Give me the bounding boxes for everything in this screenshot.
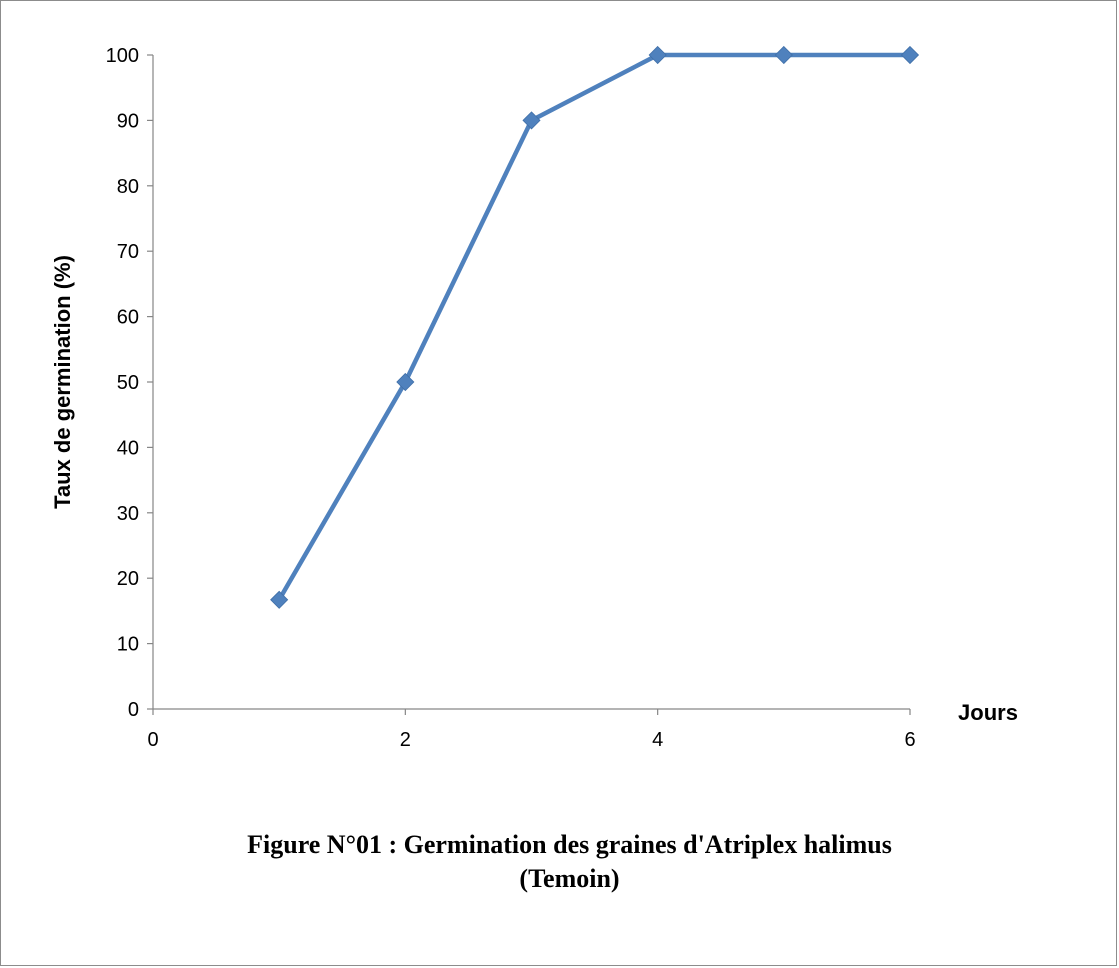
y-tick-label: 80	[117, 176, 139, 198]
x-tick-label: 0	[147, 729, 158, 751]
y-tick-label: 10	[117, 634, 139, 656]
y-tick-label: 70	[117, 241, 139, 263]
y-tick-label: 20	[117, 568, 139, 590]
x-tick-label: 4	[652, 729, 663, 751]
y-tick-label: 90	[117, 110, 139, 132]
series-line	[277, 52, 910, 601]
y-tick-label: 50	[117, 372, 139, 394]
y-tick-label: 40	[117, 437, 139, 459]
data-point	[522, 111, 541, 130]
data-point	[900, 45, 920, 65]
y-tick-label: 0	[128, 699, 139, 721]
data-point	[396, 372, 415, 392]
line-chart: 0 10 20 30 40 50 60 70 80 90 100 0 2 4 6 Taux de germi…	[50, 45, 1018, 751]
data-point	[774, 45, 793, 65]
y-tick-label: 30	[117, 503, 139, 525]
data-point	[648, 45, 667, 65]
y-tick-label: 100	[106, 45, 139, 67]
axes	[147, 54, 911, 715]
data-point	[270, 590, 289, 609]
y-axis-label: Taux de germination (%)	[50, 255, 75, 509]
figure-caption: Figure N°01 : Germination des graines d'…	[247, 830, 892, 859]
x-tick-label: 6	[904, 729, 915, 751]
y-tick-label: 60	[117, 307, 139, 329]
series-group	[270, 45, 920, 609]
x-tick-label: 2	[400, 729, 411, 751]
x-axis-label: Jours	[958, 700, 1018, 725]
tick-labels: 0 10 20 30 40 50 60 70 80 90 100 0 2 4 6	[106, 45, 916, 751]
figure-caption-subtitle: (Temoin)	[519, 864, 620, 893]
